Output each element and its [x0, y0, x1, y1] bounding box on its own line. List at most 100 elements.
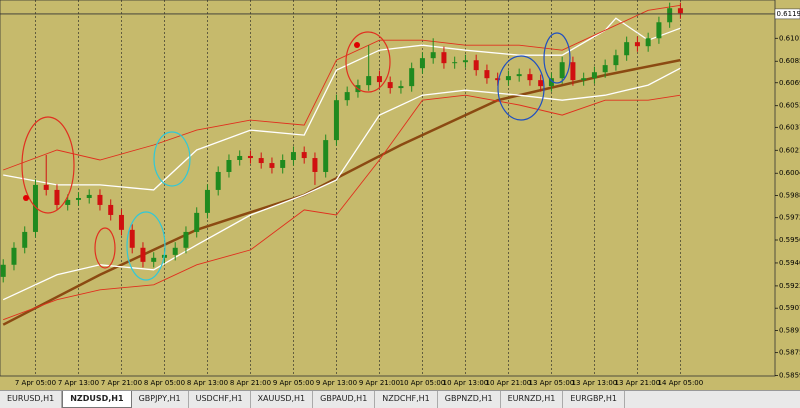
x-tick-label: 13 Apr 21:00	[615, 379, 661, 387]
y-tick-label: 0.60210	[779, 146, 800, 154]
y-tick-label: 0.60530	[779, 102, 800, 110]
candle-body	[624, 42, 629, 55]
x-tick-label: 8 Apr 05:00	[144, 379, 185, 387]
candle-body	[474, 60, 479, 70]
current-price-label: 0.61190	[777, 10, 800, 18]
candle-body	[97, 195, 102, 205]
circle	[498, 56, 544, 120]
y-tick-label: 0.61015	[779, 34, 800, 42]
x-tick-label: 10 Apr 13:00	[443, 379, 489, 387]
candle-body	[237, 156, 242, 160]
candle-body	[613, 55, 618, 65]
signal-dot	[23, 195, 29, 201]
x-tick-label: 7 Apr 21:00	[101, 379, 142, 387]
candle-body	[1, 265, 6, 277]
x-tick-label: 9 Apr 05:00	[273, 379, 314, 387]
candle-body	[366, 76, 371, 85]
candle-body	[259, 158, 264, 163]
chart-tab[interactable]: NZDCHF,H1	[375, 391, 437, 408]
y-tick-label: 0.60045	[779, 169, 800, 177]
x-tick-label: 8 Apr 13:00	[187, 379, 228, 387]
y-tick-label: 0.60375	[779, 123, 800, 131]
candle-body	[280, 160, 285, 168]
x-tick-label: 9 Apr 13:00	[316, 379, 357, 387]
chart-tab[interactable]: GBPNZD,H1	[438, 391, 501, 408]
chart-tab[interactable]: EURNZD,H1	[501, 391, 564, 408]
candle-body	[635, 42, 640, 46]
candle-body	[44, 185, 49, 190]
circle	[154, 132, 190, 186]
x-tick-label: 13 Apr 13:00	[572, 379, 618, 387]
x-tick-label: 13 Apr 05:00	[529, 379, 575, 387]
candle-body	[151, 258, 156, 262]
candle-body	[646, 38, 651, 46]
candle-body	[377, 76, 382, 82]
candle-body	[667, 8, 672, 22]
candle-body	[431, 52, 436, 58]
chart-tab[interactable]: XAUUSD,H1	[251, 391, 314, 408]
chart-tab[interactable]: GBPJPY,H1	[132, 391, 189, 408]
chart-tab[interactable]: NZDUSD,H1	[62, 391, 131, 408]
candle-body	[312, 158, 317, 172]
candle-body	[678, 8, 683, 13]
y-tick-label: 0.58590	[779, 372, 800, 380]
x-tick-label: 10 Apr 21:00	[486, 379, 532, 387]
x-tick-label: 10 Apr 05:00	[400, 379, 446, 387]
annotations	[22, 32, 570, 280]
candle-body	[87, 195, 92, 198]
candle-body	[452, 62, 457, 63]
y-tick-label: 0.59725	[779, 214, 800, 222]
candle-body	[323, 140, 328, 172]
y-tick-label: 0.59565	[779, 236, 800, 244]
y-tick-label: 0.59075	[779, 304, 800, 312]
candle-body	[54, 190, 59, 205]
chart-tab[interactable]: EURGBP,H1	[563, 391, 625, 408]
candle-body	[441, 52, 446, 63]
y-tick-label: 0.59885	[779, 191, 800, 199]
x-tick-label: 9 Apr 21:00	[359, 379, 400, 387]
candle-body	[506, 76, 511, 80]
candle-body	[248, 156, 253, 158]
x-tick-label: 7 Apr 05:00	[15, 379, 56, 387]
candle-body	[173, 248, 178, 255]
chart-tab[interactable]: GBPAUD,H1	[313, 391, 375, 408]
indicator-line	[3, 60, 680, 325]
candle-body	[119, 215, 124, 230]
candle-body	[269, 163, 274, 168]
candle-body	[581, 78, 586, 80]
y-tick-label: 0.59235	[779, 282, 800, 290]
circle	[95, 228, 115, 268]
circle	[22, 117, 74, 213]
candle-body	[517, 74, 522, 76]
candle-body	[420, 58, 425, 68]
candle-body	[22, 232, 27, 248]
indicator-line	[3, 5, 680, 170]
y-tick-label: 0.58755	[779, 349, 800, 357]
y-tick-label: 0.59400	[779, 259, 800, 267]
candle-body	[130, 230, 135, 248]
candle-body	[183, 232, 188, 248]
signal-dot	[354, 42, 360, 48]
candle-body	[603, 65, 608, 72]
candle-body	[194, 213, 199, 232]
candle-body	[108, 205, 113, 215]
candle-body	[398, 86, 403, 88]
candle-body	[388, 82, 393, 88]
candle-body	[140, 248, 145, 262]
y-tick-label: 0.60695	[779, 79, 800, 87]
indicator-line	[3, 95, 680, 320]
chart-tab[interactable]: EURUSD,H1	[0, 391, 62, 408]
y-tick-label: 0.60850	[779, 57, 800, 65]
candle-body	[484, 70, 489, 78]
candle-body	[463, 60, 468, 62]
candle-body	[205, 190, 210, 213]
candle-body	[302, 152, 307, 158]
x-tick-label: 8 Apr 21:00	[230, 379, 271, 387]
candle-body	[226, 160, 231, 172]
chart-tab[interactable]: USDCHF,H1	[189, 391, 251, 408]
candle-body	[216, 172, 221, 190]
candle-body	[527, 74, 532, 80]
candle-body	[560, 62, 565, 78]
